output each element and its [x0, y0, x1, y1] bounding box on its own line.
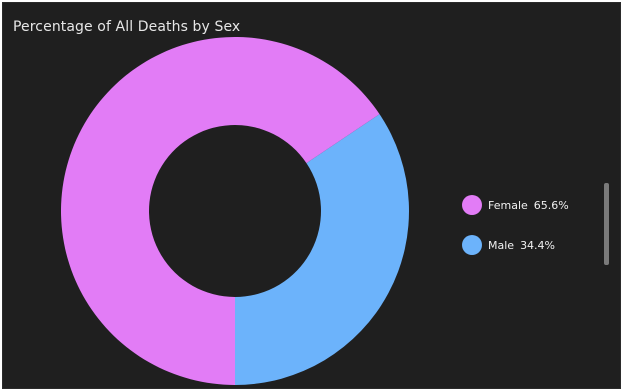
legend-label-female: Female — [488, 198, 528, 212]
legend-scrollbar[interactable] — [604, 183, 609, 265]
legend-value-female: 65.6% — [533, 198, 569, 212]
legend-swatch-male — [462, 235, 482, 255]
legend-value-male: 34.4% — [520, 238, 556, 252]
legend-item-male[interactable]: Male 34.4% — [462, 235, 569, 255]
donut-chart — [61, 37, 409, 386]
donut-slice-female[interactable] — [61, 37, 380, 385]
chart-legend: Female 65.6% Male 34.4% — [462, 195, 569, 275]
legend-swatch-female — [462, 195, 482, 215]
legend-item-female[interactable]: Female 65.6% — [462, 195, 569, 215]
chart-title: Percentage of All Deaths by Sex — [13, 19, 241, 35]
legend-label-male: Male — [488, 238, 515, 252]
donut-slice-male[interactable] — [235, 114, 409, 386]
